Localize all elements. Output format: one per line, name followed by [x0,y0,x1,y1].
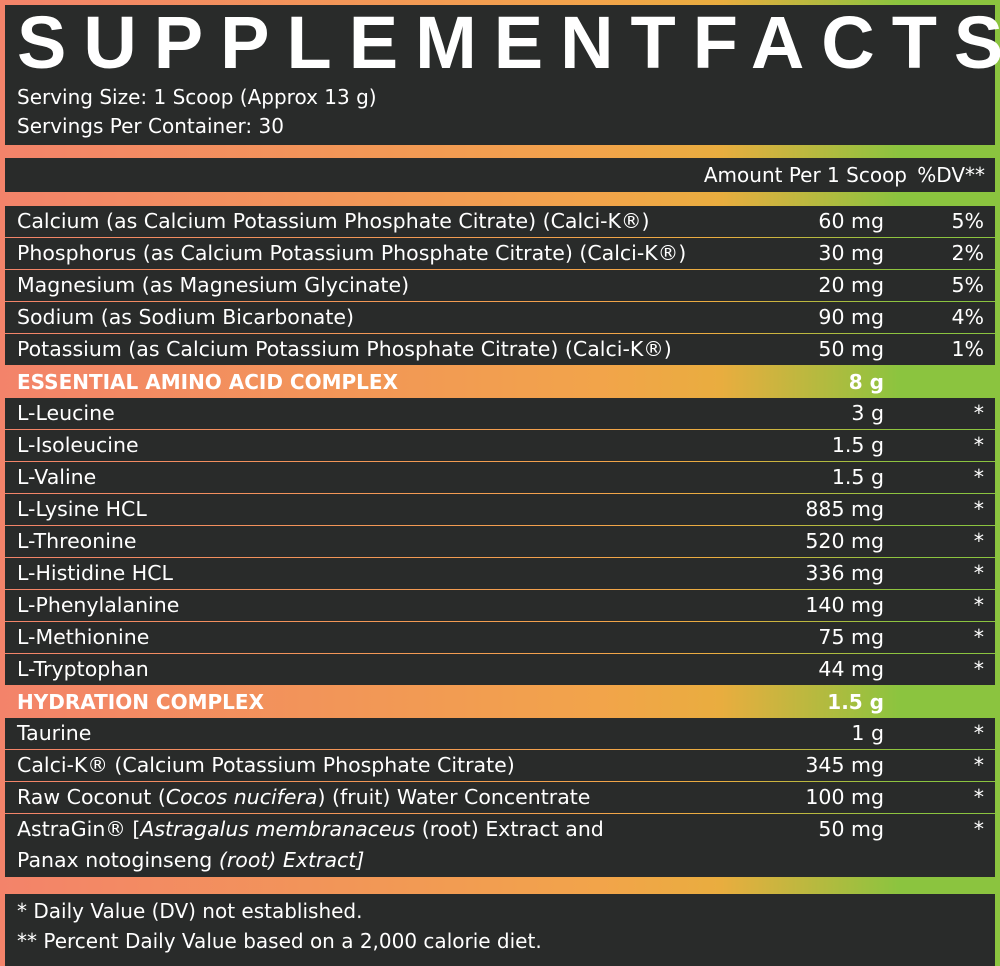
column-header: Amount Per 1 Scoop %DV** [5,158,995,192]
nutrient-amount: 20 mg [818,273,884,297]
nutrient-name: Calci-K® (Calcium Potassium Phosphate Ci… [17,753,515,777]
nutrient-amount: 50 mg [818,817,884,841]
nutrient-dv: 4% [951,305,984,329]
section-amount: 8 g [848,370,884,394]
nutrient-amount: 1.5 g [831,465,884,489]
nutrient-dv: * [973,817,984,841]
nutrient-dv: * [973,401,984,425]
nutrient-name: AstraGin® [Astragalus membranaceus (root… [17,814,604,876]
title-word: SUPPLEMENT [17,1,693,84]
table-row: Sodium (as Sodium Bicarbonate) 90 mg 4% [5,302,995,333]
table-row: Taurine 1 g * [5,718,995,749]
table-row: L-Isoleucine 1.5 g * [5,430,995,461]
nutrient-amount: 345 mg [805,753,884,777]
nutrient-dv: 5% [951,273,984,297]
nutrient-amount: 30 mg [818,241,884,265]
nutrient-dv: * [973,465,984,489]
nutrient-amount: 100 mg [805,785,884,809]
nutrient-dv: * [973,593,984,617]
section-header: HYDRATION COMPLEX 1.5 g [0,686,1000,718]
table-row: L-Methionine 75 mg * [5,622,995,653]
nutrient-amount: 50 mg [818,337,884,361]
table-row: L-Leucine 3 g * [5,398,995,429]
table-row: L-Tryptophan 44 mg * [5,654,995,685]
table-row: Calcium (as Calcium Potassium Phosphate … [5,206,995,237]
table-row: L-Lysine HCL 885 mg * [5,494,995,525]
name-part: Astragalus membranaceus [140,817,416,841]
nutrient-name: Magnesium (as Magnesium Glycinate) [17,273,410,297]
nutrient-dv: 5% [951,209,984,233]
nutrient-dv: * [973,657,984,681]
nutrient-name: L-Histidine HCL [17,561,173,585]
name-part: Panax notoginseng [17,848,213,872]
name-part: ) (fruit) Water Concentrate [317,785,591,809]
table-row: L-Histidine HCL 336 mg * [5,558,995,589]
nutrient-dv: 2% [951,241,984,265]
nutrient-name: Potassium (as Calcium Potassium Phosphat… [17,337,672,361]
panel-title: SUPPLEMENT FACTS [17,1,1000,84]
nutrient-amount: 1 g [851,721,884,745]
nutrient-name: L-Threonine [17,529,137,553]
nutrient-amount: 44 mg [818,657,884,681]
table-row: Potassium (as Calcium Potassium Phosphat… [5,334,995,365]
nutrient-dv: * [973,497,984,521]
table-row: L-Threonine 520 mg * [5,526,995,557]
name-part: Raw Coconut ( [17,785,166,809]
nutrient-amount: 140 mg [805,593,884,617]
nutrient-name: L-Leucine [17,401,115,425]
nutrient-dv: * [973,721,984,745]
nutrient-amount: 1.5 g [831,433,884,457]
servings-per-container: Servings Per Container: 30 [17,114,284,138]
serving-size: Serving Size: 1 Scoop (Approx 13 g) [17,85,377,109]
nutrient-dv: * [973,785,984,809]
nutrient-amount: 90 mg [818,305,884,329]
nutrient-name: Raw Coconut (Cocos nucifera) (fruit) Wat… [17,782,590,813]
nutrient-dv: * [973,433,984,457]
nutrient-amount: 75 mg [818,625,884,649]
section-header: ESSENTIAL AMINO ACID COMPLEX 8 g [0,366,1000,398]
title-block: SUPPLEMENT FACTS Serving Size: 1 Scoop (… [5,1,1000,145]
table-row: Calci-K® (Calcium Potassium Phosphate Ci… [5,750,995,781]
nutrient-amount: 3 g [851,401,884,425]
table-row: Magnesium (as Magnesium Glycinate) 20 mg 5… [5,270,995,301]
name-part: (root) Extract] [212,848,365,872]
nutrient-name: Phosphorus (as Calcium Potassium Phospha… [17,241,687,265]
nutrient-name: L-Methionine [17,625,150,649]
nutrient-amount: 60 mg [818,209,884,233]
nutrient-name: L-Tryptophan [17,657,149,681]
nutrient-dv: * [973,625,984,649]
section-amount: 1.5 g [827,690,884,714]
amount-header: Amount Per 1 Scoop [703,163,907,187]
title-word: FACTS [692,1,1000,84]
nutrient-dv: * [973,753,984,777]
name-part: Cocos nucifera [165,785,318,809]
name-part: AstraGin® [ [17,817,141,841]
footnotes: * Daily Value (DV) not established. ** P… [5,894,995,966]
nutrient-name: Calcium (as Calcium Potassium Phosphate … [17,209,650,233]
table-row: L-Valine 1.5 g * [5,462,995,493]
nutrient-amount: 520 mg [805,529,884,553]
footnote: * Daily Value (DV) not established. [17,899,363,923]
table-row: Raw Coconut (Cocos nucifera) (fruit) Wat… [5,782,995,813]
nutrient-name: L-Phenylalanine [17,593,180,617]
table-row: L-Phenylalanine 140 mg * [5,590,995,621]
nutrient-name: L-Lysine HCL [17,497,147,521]
nutrient-dv: * [973,529,984,553]
nutrient-name: L-Isoleucine [17,433,139,457]
footnote: ** Percent Daily Value based on a 2,000 … [17,929,542,953]
table-row: Phosphorus (as Calcium Potassium Phospha… [5,238,995,269]
nutrient-name: L-Valine [17,465,97,489]
nutrient-dv: 1% [951,337,984,361]
section-name: ESSENTIAL AMINO ACID COMPLEX [17,370,398,394]
dv-header: %DV** [917,163,985,187]
nutrient-amount: 336 mg [805,561,884,585]
nutrient-dv: * [973,561,984,585]
nutrient-name: Sodium (as Sodium Bicarbonate) [17,305,355,329]
nutrient-amount: 885 mg [805,497,884,521]
name-part: (root) Extract and [415,817,604,841]
section-name: HYDRATION COMPLEX [17,690,265,714]
table-row: AstraGin® [Astragalus membranaceus (root… [5,814,995,877]
nutrient-name: Taurine [17,721,92,745]
